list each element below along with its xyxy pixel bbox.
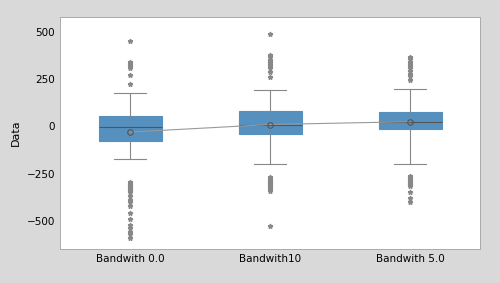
PathPatch shape — [98, 116, 162, 141]
PathPatch shape — [378, 112, 442, 129]
Y-axis label: Data: Data — [11, 120, 21, 146]
PathPatch shape — [238, 111, 302, 134]
